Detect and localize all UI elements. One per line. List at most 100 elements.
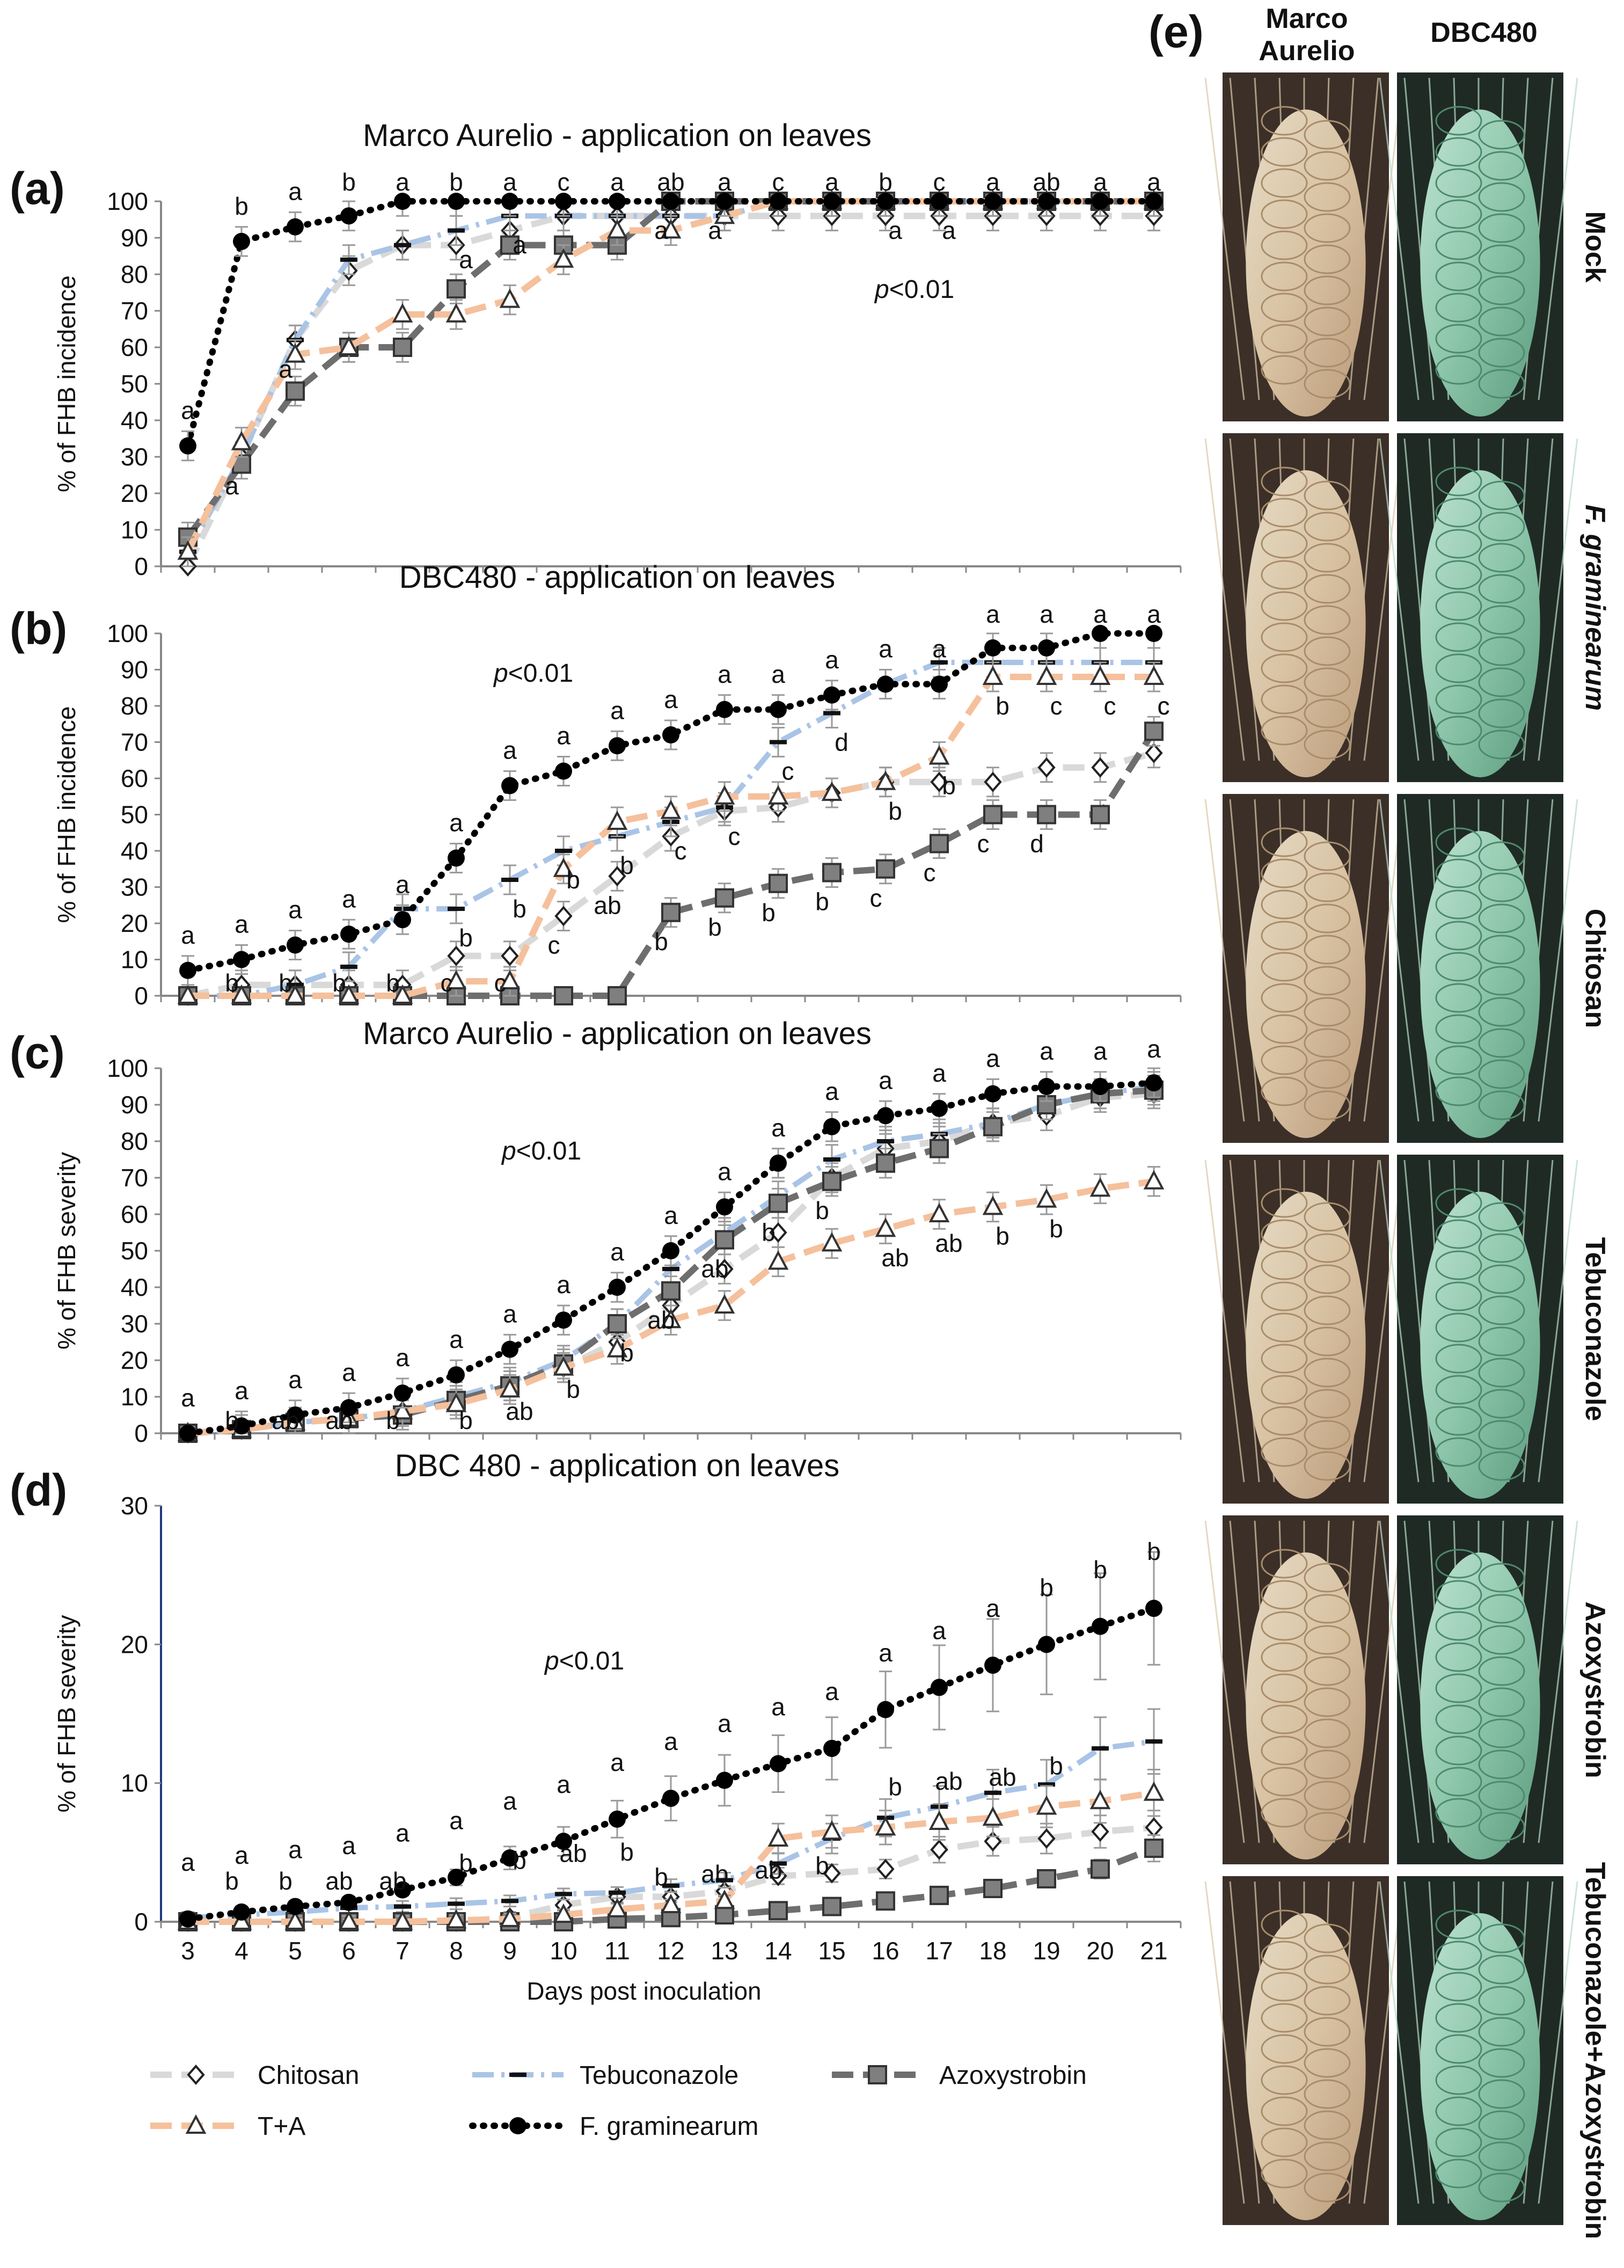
spikelet	[1261, 1673, 1308, 1703]
spikelet	[1261, 1642, 1308, 1672]
marker-f-graminearum	[931, 193, 948, 210]
spikelet	[1304, 1594, 1351, 1624]
y-tick-label: 60	[121, 764, 148, 792]
x-tick-label: 14	[764, 1937, 792, 1965]
marker-azoxystrobin	[715, 1905, 734, 1925]
spikelet	[1478, 1625, 1525, 1655]
spikelet	[1478, 903, 1525, 934]
spikelet	[1478, 698, 1525, 728]
marker-f-graminearum	[555, 1833, 572, 1850]
spikelet	[1304, 730, 1351, 760]
y-axis-title: % of FHB incidence	[53, 275, 81, 492]
marker-f-graminearum	[179, 437, 196, 455]
y-tick-label: 80	[121, 692, 148, 720]
spikelet	[1304, 903, 1351, 934]
spikelet	[1435, 983, 1482, 1013]
marker-t-a	[553, 248, 574, 268]
spikelet	[1261, 168, 1308, 198]
significance-letter: b	[996, 692, 1009, 720]
significance-letter: a	[557, 1770, 570, 1798]
marker-f-graminearum	[823, 193, 840, 210]
spikelet	[1435, 2127, 1482, 2157]
marker-chitosan	[1145, 742, 1163, 763]
marker-t-a	[392, 303, 413, 323]
photo-3-1	[1204, 794, 1404, 1143]
awn	[1204, 1520, 1245, 1843]
marker-t-a	[821, 1820, 843, 1840]
marker-t-a	[231, 984, 252, 1004]
photo-column-header-2: DBC480	[1430, 17, 1537, 48]
legend-item-t-a: T+A	[150, 2112, 305, 2141]
y-tick-label: 100	[107, 619, 148, 647]
marker-azoxystrobin	[286, 381, 305, 401]
series-line-chitosan	[185, 213, 1154, 568]
marker-f-graminearum	[1145, 1074, 1162, 1092]
marker-t-a	[499, 969, 521, 989]
marker-f-graminearum	[716, 193, 733, 210]
awn	[1229, 438, 1260, 761]
marker-chitosan	[876, 1858, 895, 1879]
significance-letter: b	[386, 1406, 400, 1434]
p-value-label: p<0.01	[874, 275, 954, 304]
spikelet	[1435, 1704, 1482, 1734]
significance-letter: a	[771, 1693, 785, 1721]
legend-item-tebuconazole: Tebuconazole	[472, 2061, 738, 2090]
y-tick-label: 60	[121, 1200, 148, 1228]
spikelet	[1435, 1250, 1482, 1280]
series-chitosan	[179, 200, 1163, 577]
spikelet	[1478, 1420, 1525, 1450]
spikelet	[1435, 827, 1482, 857]
p-value-label: p<0.01	[501, 1137, 581, 1165]
spikelet	[1435, 684, 1482, 714]
marker-f-graminearum	[394, 911, 411, 929]
marker-t-a	[714, 1890, 735, 1909]
awn	[1229, 1881, 1260, 2204]
spikelet	[1435, 1580, 1482, 1610]
awn	[1538, 1159, 1578, 1483]
spikelet	[1261, 983, 1308, 1013]
spikelet	[1435, 952, 1482, 982]
legend-label: Chitosan	[258, 2061, 359, 2090]
marker-t-a	[767, 785, 789, 805]
series-f-graminearum	[179, 193, 1162, 462]
marker-f-graminearum	[984, 1657, 1001, 1674]
marker-t-a	[1089, 1790, 1111, 1810]
significance-letter: a	[718, 1710, 731, 1738]
significance-letter: a	[342, 885, 356, 913]
significance-letter: b	[888, 797, 902, 825]
spikelet	[1478, 2172, 1525, 2203]
marker-t-a	[338, 336, 360, 355]
chart-title-1: Marco Aurelio - application on leaves	[363, 118, 872, 153]
y-tick-label: 30	[121, 1492, 148, 1520]
significance-letter: c	[441, 969, 453, 997]
marker-f-graminearum	[1038, 1636, 1055, 1653]
y-tick-label: 70	[121, 1164, 148, 1192]
marker-t-a	[392, 1910, 413, 1930]
awn	[1204, 77, 1245, 400]
x-tick-label: 21	[1140, 1937, 1167, 1965]
x-tick-label: 16	[872, 1937, 899, 1965]
spikelet	[1304, 1202, 1351, 1232]
x-tick-label: 5	[288, 1937, 302, 1965]
significance-letter: a	[396, 1344, 409, 1372]
spikelet	[1435, 1941, 1482, 1971]
spikelet	[1304, 2172, 1351, 2203]
marker-azoxystrobin	[500, 235, 520, 255]
significance-letter: a	[1093, 1037, 1107, 1065]
spikelet	[1304, 966, 1351, 996]
y-tick-label: 50	[121, 801, 148, 829]
photo-row-label-2: F. graminearum	[1579, 505, 1611, 711]
spikelet	[1304, 512, 1351, 542]
marker-f-graminearum	[340, 1399, 357, 1417]
significance-letter: a	[771, 1114, 785, 1142]
chart-panel-2: (b) DBC480 - application on leaves 0 10 20 30…	[10, 560, 1182, 1010]
x-tick-label: 17	[925, 1937, 953, 1965]
p-value-label: p<0.01	[493, 659, 573, 688]
spikelet	[1261, 2158, 1308, 2189]
marker-t-a	[392, 984, 413, 1004]
marker-f-graminearum	[287, 1406, 304, 1424]
marker-f-graminearum	[662, 1790, 679, 1807]
marker-azoxystrobin	[1091, 805, 1110, 825]
